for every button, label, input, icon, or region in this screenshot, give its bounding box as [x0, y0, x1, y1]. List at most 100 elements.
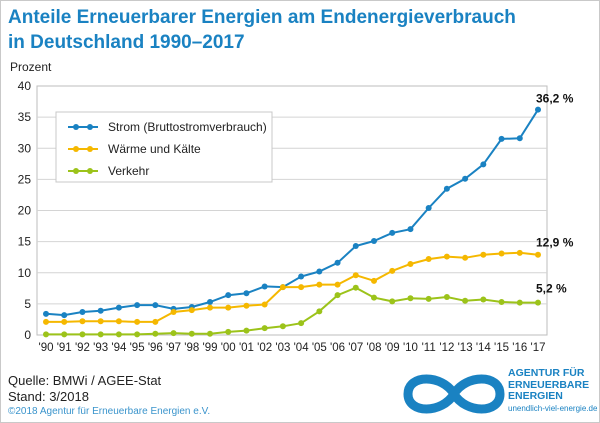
data-point — [207, 304, 213, 311]
data-point — [316, 308, 323, 315]
data-point — [79, 308, 86, 315]
x-tick-label: '17 — [531, 342, 546, 354]
data-point — [207, 330, 213, 337]
x-tick-label: '94 — [111, 342, 127, 354]
data-point — [480, 296, 487, 303]
data-point — [371, 294, 377, 301]
title-line-2: in Deutschland 1990–2017 — [8, 32, 245, 53]
end-value-label: 12,9 % — [536, 236, 574, 250]
x-tick-label: '13 — [458, 342, 473, 354]
data-point — [279, 323, 286, 330]
x-tick-label: '90 — [39, 342, 54, 354]
y-axis-label: Prozent — [10, 60, 52, 74]
data-point — [279, 284, 286, 291]
data-point — [480, 161, 487, 168]
legend-marker — [73, 168, 79, 174]
chart-title: Anteile Erneuerbarer Energien am Endener… — [8, 5, 516, 55]
data-point — [97, 307, 104, 314]
x-tick-label: '06 — [330, 342, 345, 354]
data-point — [425, 205, 432, 212]
y-tick-label: 0 — [24, 328, 31, 342]
data-point — [498, 299, 505, 306]
data-point — [516, 299, 523, 306]
data-point — [443, 294, 450, 301]
data-point — [134, 318, 141, 325]
logo-text: AGENTUR FÜR ERNEUERBARE ENERGIEN unendli… — [508, 367, 597, 414]
title-line-1: Anteile Erneuerbarer Energien am Endener… — [8, 7, 516, 28]
x-tick-label: '93 — [93, 342, 108, 354]
data-point — [243, 290, 250, 297]
data-point — [407, 226, 414, 233]
data-point — [298, 284, 305, 291]
data-point — [316, 268, 323, 275]
x-tick-label: '97 — [166, 342, 181, 354]
legend-marker — [87, 124, 93, 130]
x-tick-label: '16 — [512, 342, 527, 354]
x-tick-label: '04 — [294, 342, 310, 354]
y-tick-label: 40 — [18, 79, 32, 93]
data-point — [134, 331, 141, 338]
data-point — [389, 298, 396, 305]
legend-marker — [87, 168, 93, 174]
legend-marker — [87, 146, 93, 152]
y-tick-label: 20 — [18, 204, 32, 218]
copyright-text: ©2018 Agentur für Erneuerbare Energien e… — [8, 406, 211, 417]
data-point — [334, 292, 341, 299]
data-point — [115, 304, 122, 311]
data-point — [152, 318, 159, 325]
x-tick-label: '91 — [57, 342, 72, 354]
data-point — [97, 331, 104, 338]
legend-label: Wärme und Kälte — [108, 142, 201, 156]
logo-line-2: ERNEUERBARE — [508, 378, 590, 391]
y-tick-label: 30 — [18, 141, 32, 155]
data-point — [334, 259, 341, 266]
data-point — [243, 302, 250, 309]
data-point — [516, 249, 523, 256]
data-point — [462, 254, 469, 261]
data-point — [225, 292, 232, 299]
data-point — [498, 250, 505, 257]
data-point — [188, 307, 195, 314]
data-point — [170, 308, 177, 315]
data-point — [61, 331, 68, 338]
data-point — [352, 284, 359, 291]
legend-label: Verkehr — [108, 164, 149, 178]
logo-line-1: AGENTUR FÜR — [508, 367, 585, 379]
x-tick-label: '10 — [403, 342, 418, 354]
data-point — [407, 261, 414, 268]
data-point — [352, 272, 359, 279]
data-point — [462, 297, 469, 304]
data-point — [389, 267, 396, 274]
data-point — [43, 310, 49, 317]
x-tick-label: '99 — [203, 342, 218, 354]
series-line — [45, 109, 539, 317]
data-point — [480, 251, 487, 258]
data-point — [535, 251, 541, 258]
data-point — [334, 281, 341, 288]
data-point — [389, 229, 396, 236]
x-tick-label: '15 — [494, 342, 509, 354]
x-tick-label: '09 — [385, 342, 400, 354]
y-tick-label: 35 — [18, 110, 32, 124]
x-tick-label: '11 — [422, 342, 436, 354]
data-point — [261, 301, 268, 308]
y-tick-label: 10 — [18, 266, 32, 280]
x-tick-label: '02 — [257, 342, 272, 354]
stand-text: Stand: 3/2018 — [8, 389, 89, 404]
data-point — [316, 281, 323, 288]
data-point — [225, 304, 232, 311]
data-point — [498, 135, 505, 142]
data-point — [61, 312, 68, 319]
legend-marker — [73, 124, 79, 130]
data-point — [535, 299, 541, 306]
data-point — [79, 318, 86, 325]
data-point — [298, 273, 305, 280]
data-point — [298, 320, 305, 327]
source-block: Quelle: BMWi / AGEE-Stat Stand: 3/2018 — [8, 373, 161, 405]
x-tick-label: '03 — [275, 342, 290, 354]
data-point — [425, 295, 432, 302]
logo-line-3: ENERGIEN — [508, 390, 563, 402]
data-point — [61, 318, 68, 325]
x-tick-label: '01 — [239, 342, 254, 354]
